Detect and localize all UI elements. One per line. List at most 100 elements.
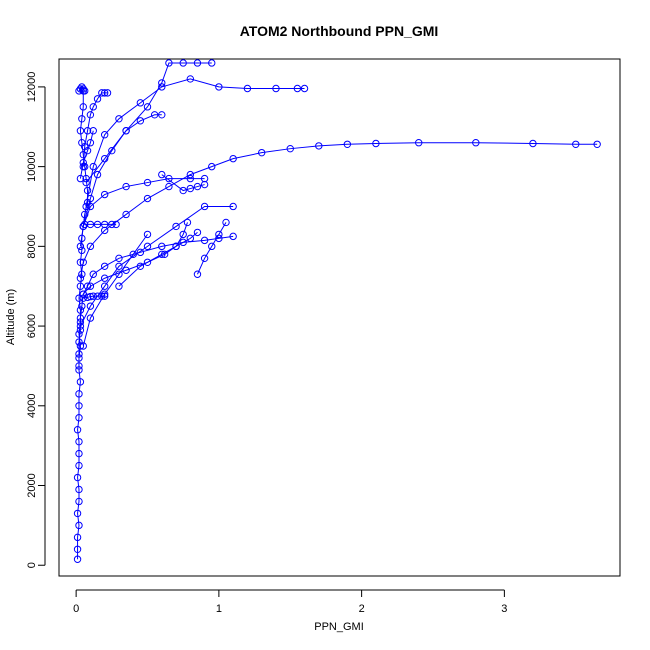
data-point: [158, 242, 166, 251]
data-point: [86, 194, 95, 203]
data-point: [143, 103, 152, 111]
data-point: [186, 174, 195, 183]
data-point: [136, 99, 145, 107]
data-point: [258, 148, 266, 157]
data-point: [93, 95, 102, 103]
data-point: [372, 139, 380, 148]
data-point: [293, 84, 302, 93]
data-point: [100, 274, 109, 282]
x-tick-label: 3: [501, 603, 507, 615]
data-point: [75, 366, 83, 374]
series-line-15: [161, 174, 205, 192]
data-point: [75, 461, 83, 470]
data-point: [122, 127, 130, 135]
data-point: [208, 242, 216, 251]
data-point: [165, 182, 173, 191]
data-point: [143, 258, 152, 266]
data-point: [100, 131, 109, 139]
series-line-17: [197, 222, 227, 275]
data-point: [75, 521, 83, 530]
data-point: [76, 242, 85, 251]
data-point: [243, 84, 252, 93]
data-point: [229, 232, 237, 241]
y-tick-label: 4000: [26, 394, 38, 418]
data-point: [286, 144, 294, 153]
data-point: [76, 174, 85, 183]
data-point: [75, 414, 83, 422]
data-point: [98, 292, 106, 300]
y-tick-label: 6000: [26, 314, 38, 338]
data-point: [73, 533, 82, 542]
data-point: [179, 59, 187, 67]
data-point: [158, 79, 166, 87]
data-point: [80, 220, 89, 229]
data-point: [75, 485, 83, 494]
series-line-2: [82, 222, 188, 295]
x-tick-label: 0: [73, 603, 79, 615]
data-point: [75, 390, 83, 398]
data-point: [93, 220, 102, 229]
data-point: [572, 140, 580, 149]
data-point: [129, 250, 137, 259]
data-point: [193, 270, 202, 278]
data-point: [186, 184, 195, 193]
data-point: [186, 234, 195, 243]
data-point: [75, 294, 83, 302]
data-point: [73, 555, 82, 563]
data-point: [73, 509, 82, 518]
data-point: [115, 115, 123, 123]
data-point: [136, 262, 145, 270]
data-point: [76, 282, 85, 290]
series-line-12: [82, 92, 108, 167]
data-point: [79, 342, 87, 350]
data-point: [136, 117, 145, 125]
chart-title: ATOM2 Northbound PPN_GMI: [240, 23, 439, 39]
data-point: [80, 87, 89, 95]
data-point: [115, 262, 123, 270]
data-point: [86, 242, 95, 251]
data-point: [200, 202, 209, 211]
data-point: [86, 282, 95, 290]
y-tick-label: 0: [26, 562, 38, 568]
series-line-3: [79, 142, 598, 279]
data-point: [79, 158, 87, 167]
data-point: [143, 194, 152, 203]
data-point: [183, 218, 192, 227]
data-point: [143, 178, 152, 187]
data-point: [100, 154, 109, 163]
data-point: [75, 330, 83, 338]
data-point: [78, 302, 86, 310]
data-point: [100, 190, 109, 199]
data-point: [79, 103, 87, 111]
data-point: [208, 162, 216, 171]
plot-frame: [58, 58, 621, 577]
data-point: [143, 242, 152, 251]
data-point: [215, 83, 223, 91]
data-point: [103, 89, 112, 97]
data-point: [229, 154, 237, 163]
data-point: [193, 182, 202, 191]
data-point: [200, 180, 209, 189]
data-point: [200, 254, 209, 263]
data-point: [76, 314, 85, 322]
data-point: [136, 248, 145, 257]
data-point: [122, 266, 130, 274]
x-axis: 0 1 2 3: [73, 589, 507, 615]
data-point: [100, 292, 109, 300]
y-tick-label: 10000: [26, 151, 38, 182]
series-line-8: [79, 205, 234, 327]
data-point: [158, 170, 166, 179]
data-point: [86, 292, 95, 301]
data-point: [75, 437, 83, 446]
data-point: [89, 270, 97, 278]
y-tick-label: 2000: [26, 473, 38, 497]
data-point: [75, 338, 83, 346]
data-point: [89, 292, 97, 300]
data-point: [165, 174, 173, 183]
x-tick-label: 2: [359, 603, 365, 615]
data-point: [150, 111, 159, 119]
data-point: [272, 84, 280, 93]
series-line-4: [79, 78, 305, 247]
data-point: [76, 306, 85, 314]
